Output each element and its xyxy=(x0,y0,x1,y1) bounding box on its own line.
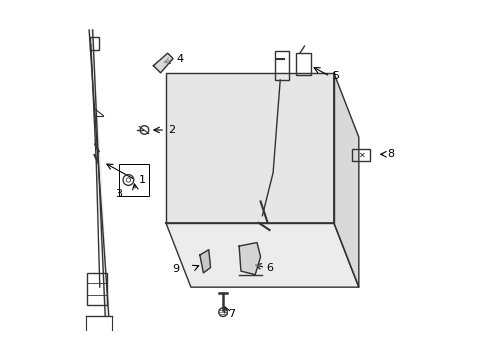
Bar xyxy=(351,149,369,161)
Text: 1: 1 xyxy=(139,175,146,185)
Bar xyxy=(296,53,310,75)
Bar xyxy=(119,164,149,196)
Text: 7: 7 xyxy=(228,309,235,319)
Bar xyxy=(87,273,107,305)
Polygon shape xyxy=(153,53,173,73)
Polygon shape xyxy=(239,243,260,275)
Polygon shape xyxy=(165,223,358,287)
Polygon shape xyxy=(165,73,333,223)
Polygon shape xyxy=(200,249,210,273)
Polygon shape xyxy=(89,30,108,316)
Bar xyxy=(274,51,288,80)
Text: 6: 6 xyxy=(266,262,273,273)
Text: 3: 3 xyxy=(115,189,122,199)
Text: 2: 2 xyxy=(167,125,175,135)
Text: 4: 4 xyxy=(176,54,183,64)
Text: 9: 9 xyxy=(172,264,179,274)
Text: 8: 8 xyxy=(386,149,394,159)
Polygon shape xyxy=(333,73,358,287)
Text: 5: 5 xyxy=(331,71,338,81)
